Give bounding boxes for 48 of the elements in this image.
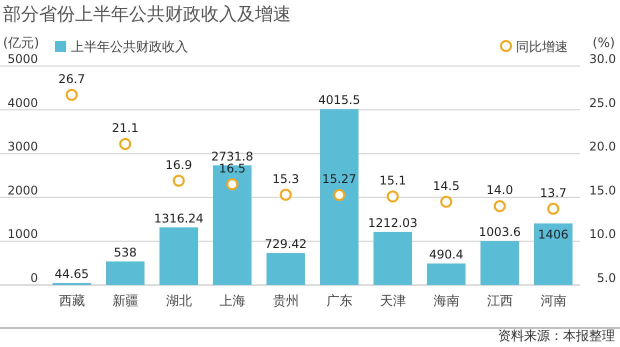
x-tick-label: 新疆	[112, 294, 138, 309]
data-label: 14.5	[432, 178, 460, 193]
y2-tick-label: 30.0	[589, 52, 616, 66]
x-tick-label: 江西	[486, 294, 513, 309]
y-tick-label: 1000	[7, 227, 38, 242]
legend-label: 上半年公共财政收入	[71, 40, 188, 55]
chart-title: 部分省份上半年公共财政收入及增速	[3, 4, 291, 25]
data-label: 15.1	[379, 174, 406, 188]
y2-axis-title: (%)	[592, 36, 615, 51]
y-tick-label: 4000	[7, 96, 38, 110]
y2-tick-label: 25.0	[589, 96, 616, 110]
y2-tick-label: 5.0	[596, 271, 616, 285]
data-label: 538	[114, 245, 137, 260]
y-tick-label: 2000	[7, 183, 38, 198]
data-label: 490.4	[429, 248, 464, 262]
data-label: 729.42	[264, 237, 307, 252]
data-label: 1003.6	[478, 225, 521, 240]
data-label: 16.5	[218, 161, 246, 176]
data-label: 1316.24	[154, 211, 204, 226]
y2-tick-label: 20.0	[589, 140, 616, 154]
y-tick-label: 3000	[7, 140, 38, 154]
x-tick-label: 湖北	[166, 294, 192, 309]
data-label: 26.7	[58, 72, 86, 86]
data-label: 13.7	[540, 186, 567, 200]
x-tick-label: 河南	[540, 294, 566, 309]
y-tick-label: 5000	[7, 52, 38, 66]
data-label: 44.65	[54, 267, 89, 282]
x-tick-label: 贵州	[272, 294, 299, 309]
data-label: 16.9	[165, 158, 192, 172]
x-tick-label: 西藏	[58, 294, 85, 309]
data-label: 15.27	[322, 172, 356, 186]
x-tick-label: 海南	[433, 294, 460, 309]
legend-label: 同比增速	[516, 40, 568, 55]
x-tick-label: 天津	[380, 294, 406, 309]
text: 资料来源：本报整理	[498, 329, 615, 344]
y-tick-label: 0	[30, 271, 38, 285]
data-label: 1406	[538, 227, 569, 242]
data-label: 4015.5	[318, 93, 360, 108]
y2-tick-label: 10.0	[589, 227, 616, 242]
data-label: 2731.8	[211, 149, 254, 164]
y-axis-title: (亿元)	[3, 36, 40, 51]
data-label: 21.1	[112, 120, 139, 135]
y2-tick-label: 15.0	[589, 183, 616, 198]
data-label: 15.3	[272, 172, 300, 186]
x-tick-label: 广东	[326, 294, 352, 309]
data-label: 1212.03	[368, 216, 418, 230]
data-label: 14.0	[486, 183, 514, 198]
x-tick-label: 上海	[219, 294, 246, 309]
